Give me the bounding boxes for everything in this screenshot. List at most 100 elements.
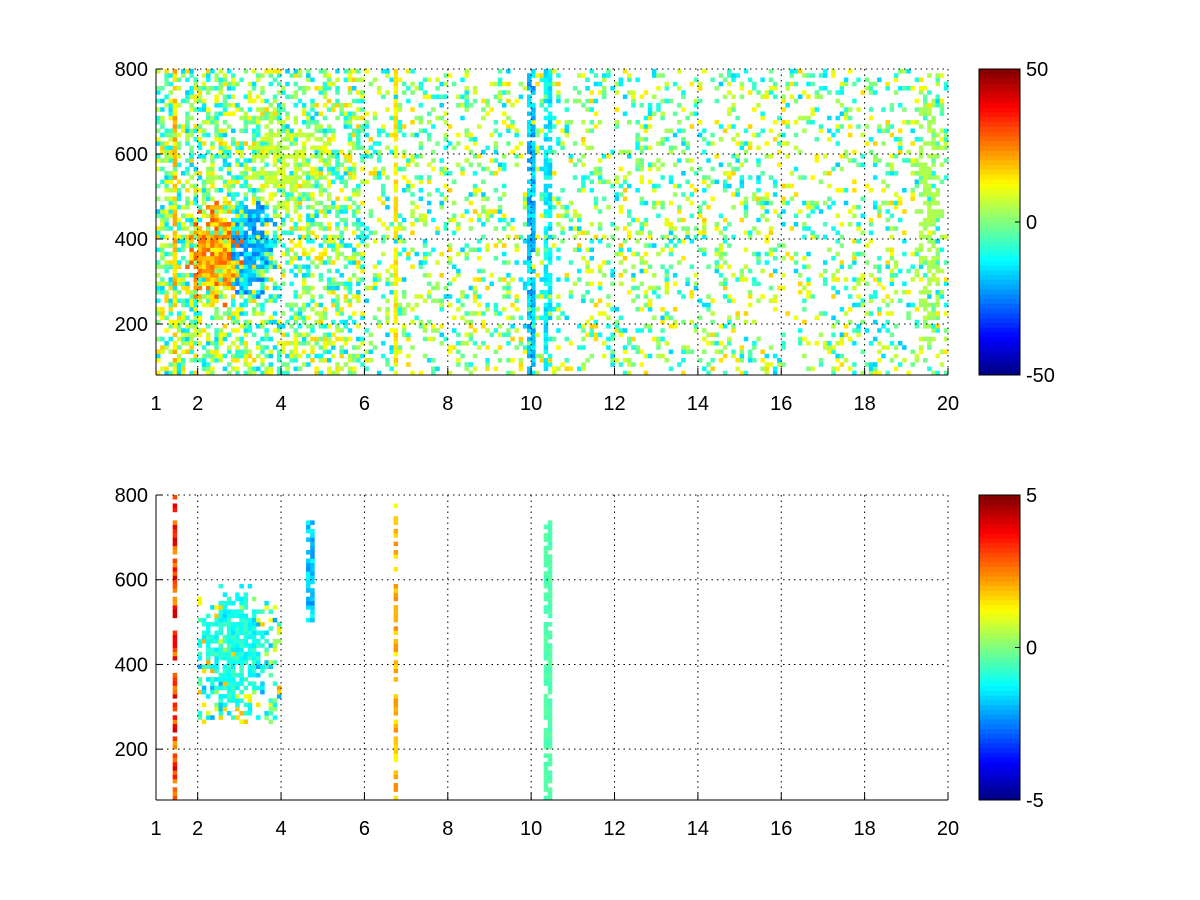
heatmap-cell xyxy=(168,302,173,308)
heatmap-cell xyxy=(543,69,549,74)
heatmap-cell xyxy=(235,103,240,108)
heatmap-cell xyxy=(356,107,361,112)
heatmap-cell xyxy=(856,239,861,244)
heatmap-cell xyxy=(443,183,449,189)
heatmap-cell xyxy=(256,154,261,159)
heatmap-cell xyxy=(597,298,603,304)
heatmap-cell xyxy=(389,222,394,227)
heatmap-cell xyxy=(597,226,603,231)
heatmap-cell xyxy=(556,213,561,219)
heatmap-cell xyxy=(647,111,653,117)
heatmap-cell xyxy=(739,94,745,100)
heatmap-cell xyxy=(331,179,336,185)
heatmap-cell xyxy=(927,222,932,227)
heatmap-cell xyxy=(627,73,632,78)
heatmap-cell xyxy=(597,175,603,180)
heatmap-cell xyxy=(222,217,228,223)
heatmap-cell xyxy=(918,166,924,172)
heatmap-cell xyxy=(581,162,586,168)
heatmap-cell xyxy=(222,128,228,134)
heatmap-cell xyxy=(376,90,382,95)
heatmap-cell xyxy=(722,171,728,176)
heatmap-cell xyxy=(622,358,628,363)
heatmap-cell xyxy=(310,77,315,83)
heatmap-cell xyxy=(239,141,244,146)
heatmap-cell xyxy=(197,124,203,129)
heatmap-cell xyxy=(360,77,365,83)
heatmap-cell xyxy=(356,290,361,295)
heatmap-cell xyxy=(581,154,586,159)
heatmap-cell xyxy=(231,681,236,686)
heatmap-cell xyxy=(343,158,349,163)
heatmap-cell xyxy=(197,358,203,363)
heatmap-cell xyxy=(414,162,419,168)
heatmap-cell xyxy=(789,183,795,189)
heatmap-cell xyxy=(514,345,519,350)
heatmap-cell xyxy=(743,158,749,163)
heatmap-cell xyxy=(585,86,590,91)
heatmap-cell xyxy=(251,141,257,146)
heatmap-cell xyxy=(535,307,540,312)
heatmap-cell xyxy=(639,103,645,108)
heatmap-cell xyxy=(606,324,611,329)
heatmap-cell xyxy=(631,273,636,278)
heatmap-cell xyxy=(156,107,161,112)
heatmap-cell xyxy=(418,86,424,91)
heatmap-cell xyxy=(393,179,399,185)
heatmap-cell xyxy=(935,192,940,197)
heatmap-cell xyxy=(206,626,211,631)
heatmap-cell xyxy=(922,103,928,108)
heatmap-cell xyxy=(526,145,532,151)
heatmap-cell xyxy=(747,77,753,83)
heatmap-cell xyxy=(214,226,219,231)
heatmap-cell xyxy=(514,128,519,134)
heatmap-cell xyxy=(864,311,870,316)
heatmap-cell xyxy=(172,260,178,265)
heatmap-cell xyxy=(314,175,319,180)
heatmap-cell xyxy=(889,251,895,257)
heatmap-cell xyxy=(727,341,732,346)
heatmap-cell xyxy=(752,341,757,346)
heatmap-cell xyxy=(597,179,603,185)
heatmap-cell xyxy=(618,77,624,83)
heatmap-cell xyxy=(243,260,249,265)
heatmap-cell xyxy=(301,251,307,257)
heatmap-cell xyxy=(522,324,528,329)
heatmap-cell xyxy=(785,251,790,257)
heatmap-cell xyxy=(185,285,190,291)
heatmap-cell xyxy=(539,290,544,295)
heatmap-cell xyxy=(222,702,228,708)
heatmap-cell xyxy=(422,298,428,304)
heatmap-cell xyxy=(860,162,865,168)
heatmap-cell xyxy=(297,98,303,104)
heatmap-cell xyxy=(839,81,845,87)
colorbar-segment xyxy=(979,365,1020,371)
heatmap-cell xyxy=(168,285,173,291)
heatmap-cell xyxy=(931,98,936,104)
heatmap-cell xyxy=(543,77,549,83)
heatmap-cell xyxy=(506,273,511,278)
heatmap-cell xyxy=(372,230,378,236)
heatmap-cell xyxy=(668,145,674,151)
heatmap-cell xyxy=(460,315,465,321)
heatmap-cell xyxy=(476,154,482,159)
heatmap-cell xyxy=(818,358,824,363)
heatmap-cell xyxy=(210,158,215,163)
heatmap-cell xyxy=(756,179,761,185)
heatmap-cell xyxy=(564,277,569,282)
heatmap-cell xyxy=(497,217,503,223)
heatmap-cell xyxy=(531,217,536,223)
heatmap-cell xyxy=(664,273,670,278)
heatmap-cell xyxy=(381,294,386,299)
heatmap-cell xyxy=(239,175,244,180)
heatmap-cell xyxy=(318,302,324,308)
heatmap-cell xyxy=(214,209,219,214)
x-tick-label: 1 xyxy=(150,393,161,415)
heatmap-cell xyxy=(251,175,257,180)
heatmap-cell xyxy=(606,69,611,74)
heatmap-cell xyxy=(789,69,795,74)
heatmap-cell xyxy=(426,132,432,138)
heatmap-cell xyxy=(531,315,536,321)
heatmap-cell xyxy=(372,166,378,172)
heatmap-cell xyxy=(218,256,223,261)
